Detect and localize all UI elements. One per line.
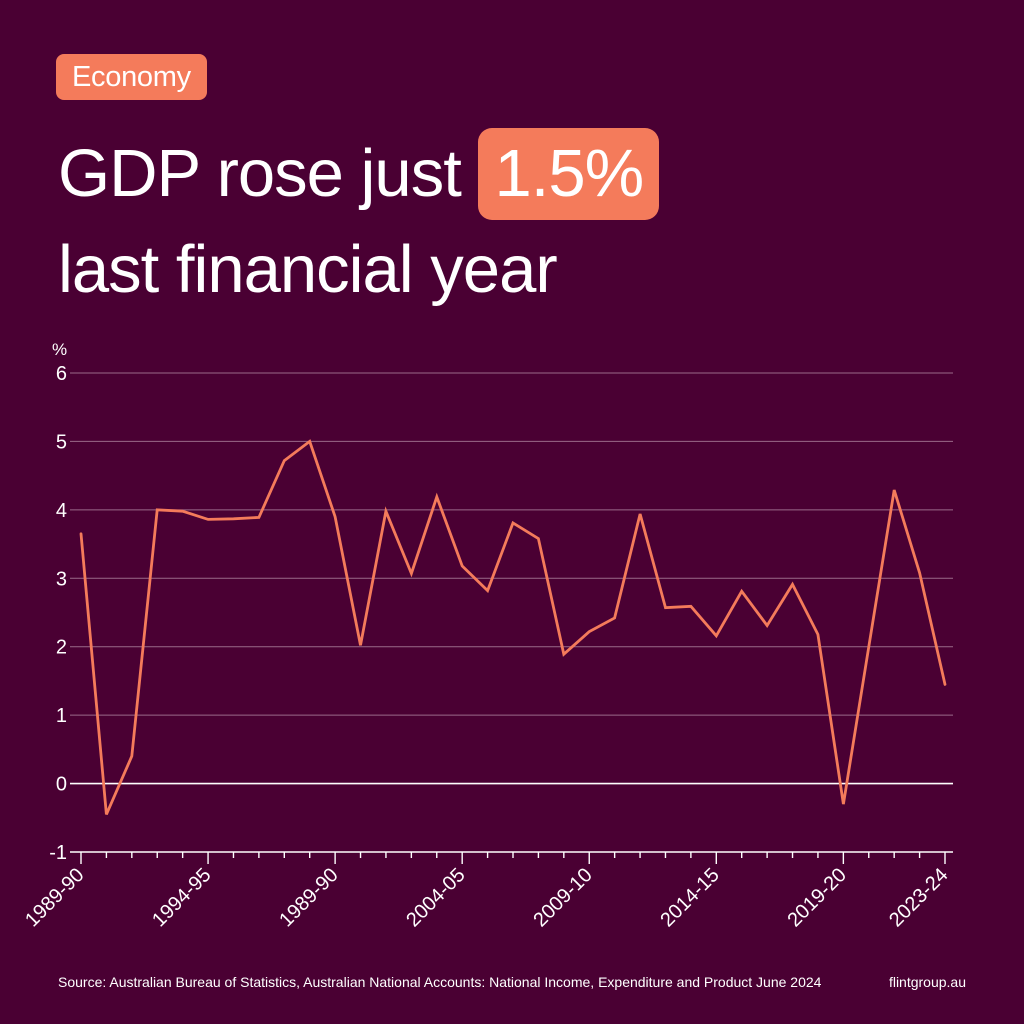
x-tick-label: 2009-10	[529, 864, 596, 931]
y-tick-label: -1	[49, 842, 67, 864]
y-axis-unit: %	[52, 340, 67, 359]
x-tick-label: 1989-90	[275, 864, 342, 931]
headline-text: GDP rose just	[58, 136, 462, 211]
site-url: flintgroup.au	[888, 974, 966, 990]
gdp-growth-line	[79, 439, 947, 815]
y-tick-label: 0	[56, 774, 67, 796]
y-tick-label: 3	[56, 568, 67, 590]
x-tick-label: 1989-90	[21, 864, 88, 931]
headline-line-1: GDP rose just 1.5%	[58, 126, 660, 222]
x-tick-label: 1994-95	[148, 864, 215, 931]
headline-line-2: last financial year	[58, 232, 558, 307]
source-note: Source: Australian Bureau of Statistics,…	[58, 974, 822, 990]
y-tick-label: 4	[56, 500, 67, 522]
headline: GDP rose just 1.5% last financial year	[58, 126, 660, 318]
category-tag: Economy	[56, 54, 207, 100]
y-tick-label: 2	[56, 637, 67, 659]
headline-highlight: 1.5%	[478, 128, 660, 220]
y-tick-label: 1	[56, 705, 67, 727]
x-tick-label: 2023-24	[885, 864, 952, 931]
x-tick-label: 2004-05	[402, 864, 469, 931]
y-tick-label: 5	[56, 431, 67, 453]
x-tick-label: 2014-15	[656, 864, 723, 931]
y-tick-label: 6	[56, 363, 67, 385]
x-tick-label: 2019-20	[783, 864, 850, 931]
